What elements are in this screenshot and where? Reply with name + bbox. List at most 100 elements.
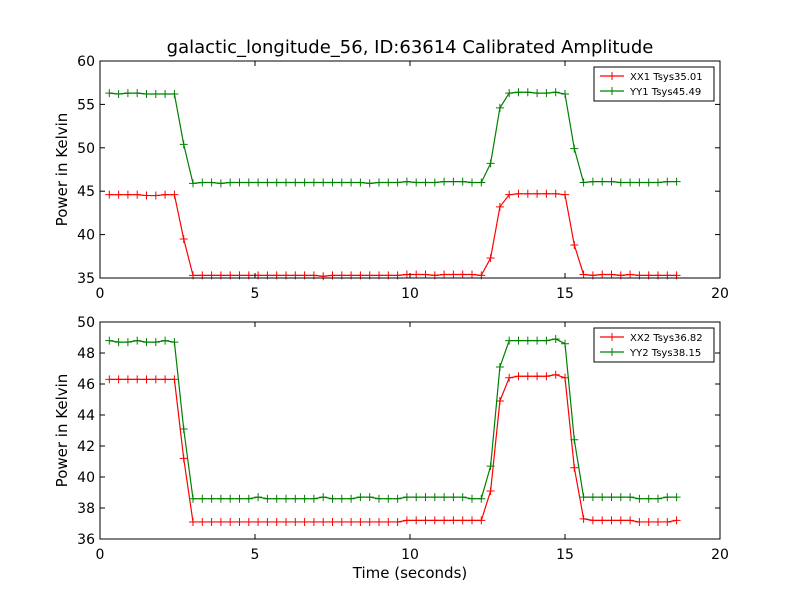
top-plot: 0 5 10 15 20 35 40 45 50 55 60 Power in Kelvin XX1 T…: [53, 54, 729, 302]
data-point: [505, 336, 514, 345]
data-point: [170, 89, 179, 98]
data-point: [356, 517, 365, 526]
data-point: [449, 270, 458, 279]
data-point: [402, 516, 411, 525]
data-point: [207, 494, 216, 503]
data-point: [514, 372, 523, 381]
data-point: [468, 516, 476, 525]
data-point: [272, 178, 281, 187]
data-point: [514, 88, 523, 97]
data-point: [421, 270, 430, 279]
data-point: [375, 178, 383, 187]
data-point: [328, 494, 337, 503]
legend: XX2 Tsys36.82 YY2 Tsys38.15: [593, 327, 715, 363]
x-tick-label: 15: [556, 286, 574, 302]
data-point: [561, 190, 569, 199]
x-axis-title: Time (seconds): [352, 564, 468, 582]
data-point: [644, 178, 653, 187]
series-markers-2: [105, 88, 681, 188]
y-tick-label: 38: [77, 501, 95, 517]
series-markers-2: [105, 335, 681, 503]
data-point: [542, 189, 551, 198]
data-point: [291, 178, 300, 187]
data-point: [607, 516, 616, 525]
data-point: [477, 516, 486, 525]
data-point: [579, 493, 588, 502]
data-point: [514, 336, 523, 345]
y-tick-label: 46: [77, 377, 95, 393]
data-point: [542, 336, 551, 345]
data-point: [449, 516, 458, 525]
data-point: [654, 517, 662, 526]
data-point: [458, 177, 467, 186]
data-point: [440, 177, 449, 186]
data-point: [161, 375, 170, 384]
data-point: [672, 493, 681, 502]
data-point: [430, 493, 439, 502]
data-point: [458, 493, 467, 502]
data-point: [588, 177, 597, 186]
data-point: [421, 178, 430, 187]
data-point: [588, 516, 597, 525]
legend-label: XX1 Tsys35.01: [630, 72, 703, 83]
data-point: [365, 517, 374, 526]
legend-box: [593, 327, 715, 363]
data-point: [216, 494, 225, 503]
data-point: [216, 179, 225, 188]
data-point: [514, 189, 523, 198]
x-tick-label: 5: [251, 547, 260, 563]
data-point: [161, 190, 170, 199]
data-point: [254, 493, 263, 502]
legend-swatch-marker: [608, 333, 616, 341]
data-point: [123, 375, 132, 384]
data-point: [282, 494, 290, 503]
data-point: [105, 336, 114, 345]
data-point: [505, 190, 514, 199]
data-point: [291, 494, 300, 503]
data-point: [105, 375, 114, 384]
legend-swatch-marker: [608, 348, 616, 356]
data-point: [644, 517, 653, 526]
data-point: [179, 140, 188, 149]
data-point: [337, 494, 346, 503]
data-point: [588, 493, 597, 502]
data-point: [440, 516, 449, 525]
data-point: [309, 178, 318, 187]
data-point: [477, 494, 486, 503]
data-point: [133, 89, 142, 98]
data-point: [486, 159, 495, 168]
data-point: [356, 178, 365, 187]
data-point: [254, 178, 263, 187]
data-point: [198, 494, 207, 503]
data-point: [561, 339, 569, 348]
y-tick-label: 36: [77, 532, 95, 548]
data-point: [198, 517, 207, 526]
data-point: [570, 435, 579, 444]
data-point: [477, 178, 486, 187]
data-point: [402, 493, 411, 502]
y-tick-label: 40: [77, 228, 95, 244]
data-point: [207, 178, 216, 187]
data-point: [542, 372, 551, 381]
y-tick-label: 50: [77, 141, 95, 157]
x-tick-label: 20: [711, 547, 729, 563]
data-point: [161, 89, 170, 98]
data-point: [263, 494, 272, 503]
data-point: [244, 494, 253, 503]
data-point: [300, 494, 309, 503]
data-point: [384, 178, 393, 187]
data-point: [365, 493, 374, 502]
data-point: [179, 234, 188, 243]
data-point: [263, 178, 272, 187]
data-point: [356, 493, 365, 502]
data-point: [347, 494, 356, 503]
data-point: [616, 516, 625, 525]
data-point: [430, 178, 439, 187]
data-point: [598, 177, 607, 186]
data-point: [626, 270, 635, 279]
data-point: [328, 517, 337, 526]
x-tick-label: 0: [96, 286, 105, 302]
data-point: [114, 190, 123, 199]
data-point: [272, 517, 281, 526]
data-point: [644, 494, 653, 503]
